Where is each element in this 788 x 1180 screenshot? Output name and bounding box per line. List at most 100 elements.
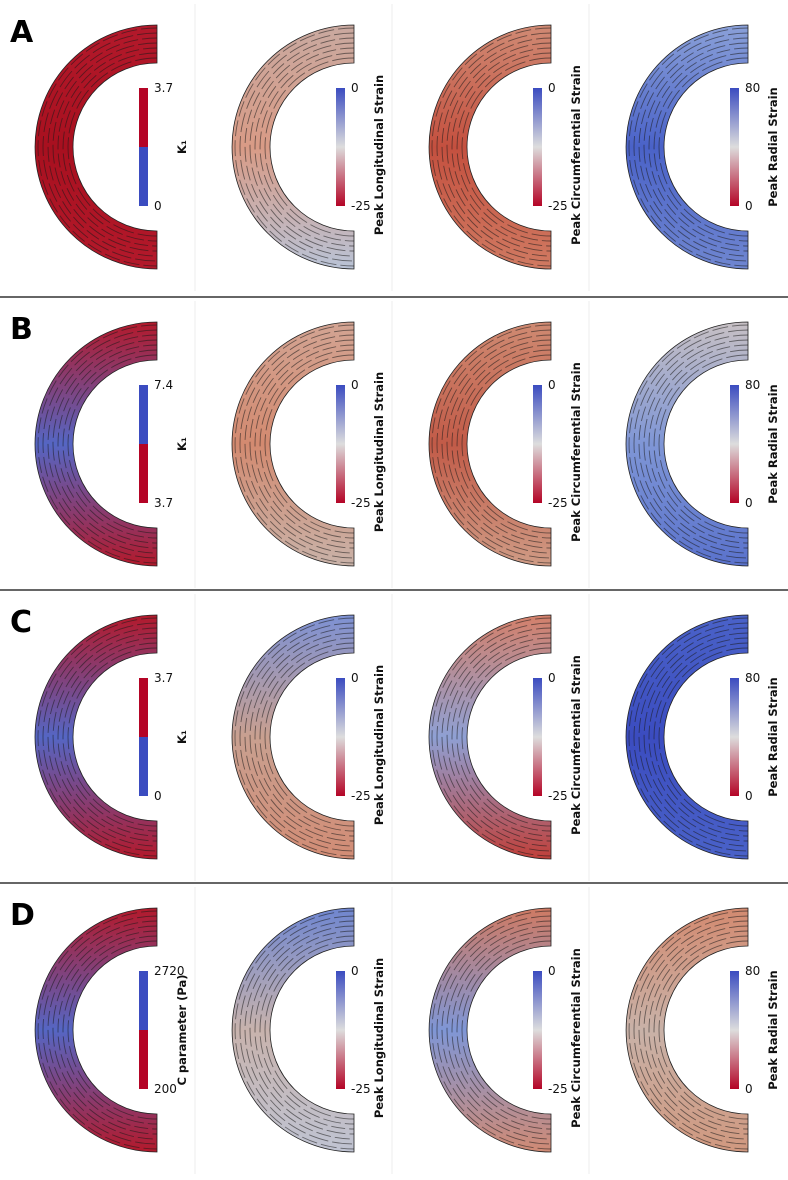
fiber <box>42 329 158 559</box>
colorbar-title: Peak Radial Strain <box>766 384 780 503</box>
fiber <box>451 637 552 837</box>
fiber <box>648 637 749 837</box>
fiber <box>234 910 355 1150</box>
fiber <box>441 334 552 554</box>
fiber <box>633 329 749 559</box>
colorbar-max: 80 <box>745 671 760 685</box>
fiber <box>431 27 552 267</box>
fiber <box>259 52 355 242</box>
fiber <box>47 920 158 1140</box>
fiber <box>244 627 355 847</box>
fiber <box>638 627 749 847</box>
tissue-arc <box>231 24 355 270</box>
fiber <box>628 27 749 267</box>
fiber <box>62 642 158 832</box>
fiber <box>441 627 552 847</box>
colorbar-min: -25 <box>351 1082 371 1096</box>
colorbar-min: -25 <box>548 496 568 510</box>
fiber <box>42 915 158 1145</box>
colorbar <box>139 678 148 796</box>
fiber <box>648 47 749 247</box>
fiber <box>658 940 749 1120</box>
colorbar-min: 0 <box>745 496 753 510</box>
fiber <box>264 647 355 827</box>
colorbar-max: 0 <box>351 964 359 978</box>
fiber <box>446 42 552 252</box>
fiber <box>259 349 355 539</box>
colorbar <box>336 971 345 1089</box>
colorbar-min: 0 <box>745 1082 753 1096</box>
colorbar-min: 3.7 <box>154 496 173 510</box>
fiber <box>653 52 749 242</box>
colorbar-title: Peak Longitudinal Strain <box>372 372 386 532</box>
fiber <box>628 324 749 564</box>
fiber <box>239 32 355 262</box>
colorbar-max: 0 <box>351 81 359 95</box>
colorbar-title: Peak Circumferential Strain <box>569 65 583 245</box>
fiber <box>456 642 552 832</box>
colorbar-min: -25 <box>548 1082 568 1096</box>
fiber <box>62 935 158 1125</box>
fiber <box>633 622 749 852</box>
fiber <box>254 47 355 247</box>
colorbar <box>533 88 542 206</box>
fiber <box>57 344 158 544</box>
fiber <box>42 32 158 262</box>
fiber <box>37 910 158 1150</box>
fiber <box>264 57 355 237</box>
colorbar-title: K₁ <box>175 140 189 154</box>
fiber <box>436 32 552 262</box>
colorbar-min: -25 <box>548 199 568 213</box>
colorbar-min: 0 <box>745 199 753 213</box>
fiber <box>451 930 552 1130</box>
row-label: D <box>10 898 35 933</box>
colorbar-min: -25 <box>351 496 371 510</box>
colorbar-max: 7.4 <box>154 378 173 392</box>
fiber <box>249 339 355 549</box>
tissue-arc <box>428 321 552 567</box>
fiber <box>461 354 552 534</box>
colorbar-title: Peak Circumferential Strain <box>569 948 583 1128</box>
colorbar <box>533 385 542 503</box>
fiber <box>628 910 749 1150</box>
fiber <box>461 647 552 827</box>
tissue-arc <box>625 614 749 860</box>
colorbar-title: Peak Radial Strain <box>766 87 780 206</box>
fiber <box>234 27 355 267</box>
colorbar-max: 0 <box>548 671 556 685</box>
colorbar-title: Peak Radial Strain <box>766 677 780 796</box>
colorbar-title: Peak Longitudinal Strain <box>372 958 386 1118</box>
fiber <box>52 339 158 549</box>
colorbar-min: 0 <box>154 199 162 213</box>
fiber <box>254 344 355 544</box>
colorbar-title: C parameter (Pa) <box>175 974 189 1085</box>
fiber <box>42 622 158 852</box>
colorbar-max: 2720 <box>154 964 185 978</box>
tissue-arc <box>625 24 749 270</box>
fiber <box>633 32 749 262</box>
colorbar-title: Peak Circumferential Strain <box>569 655 583 835</box>
row-label: A <box>10 15 34 50</box>
fiber <box>52 42 158 252</box>
colorbar <box>336 678 345 796</box>
colorbar <box>730 88 739 206</box>
tissue-arc <box>34 321 158 567</box>
fiber <box>57 930 158 1130</box>
colorbar-min: -25 <box>548 789 568 803</box>
fiber <box>643 925 749 1135</box>
tissue-arc <box>34 614 158 860</box>
fiber <box>249 42 355 252</box>
fiber <box>456 52 552 242</box>
fiber <box>446 925 552 1135</box>
fiber <box>37 617 158 857</box>
fiber <box>431 910 552 1150</box>
fiber <box>431 324 552 564</box>
fiber <box>259 642 355 832</box>
fiber <box>254 930 355 1130</box>
colorbar-max: 3.7 <box>154 81 173 95</box>
tissue-arc <box>625 907 749 1153</box>
fiber <box>234 617 355 857</box>
fiber <box>52 925 158 1135</box>
colorbar <box>139 971 148 1089</box>
